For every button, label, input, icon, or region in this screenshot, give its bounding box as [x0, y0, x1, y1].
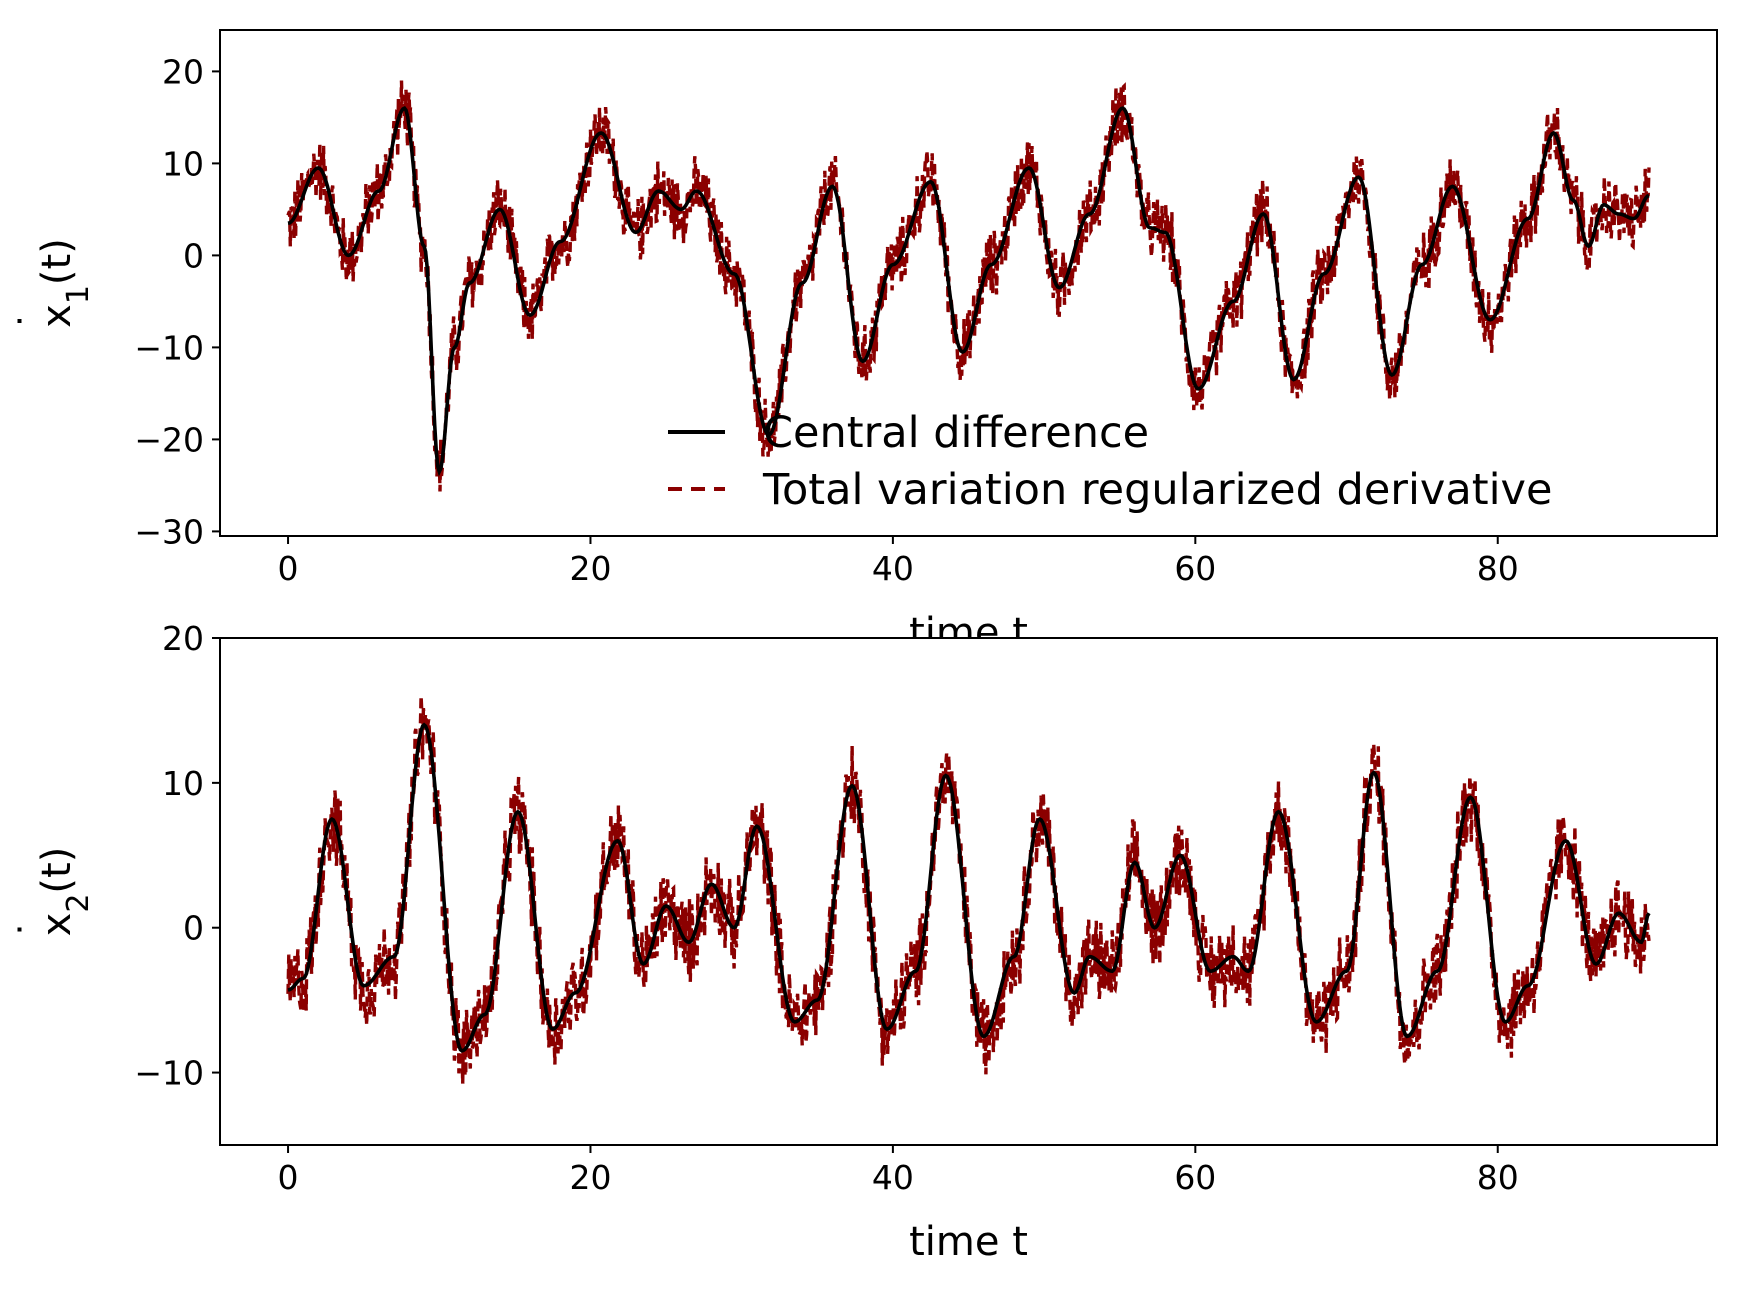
bottom-x-axis-label: time t — [909, 1219, 1028, 1265]
x-tick-label: 20 — [569, 1158, 611, 1197]
top-y-axis-label-base: x — [34, 304, 80, 328]
bottom-axes-frame — [219, 637, 1718, 1146]
y-tick-label: 20 — [162, 619, 204, 658]
x-tick-label: 60 — [1174, 1158, 1216, 1197]
bottom-axes-background — [220, 638, 1717, 1145]
x-tick-label: 20 — [569, 549, 611, 588]
x-tick-label: 80 — [1477, 549, 1519, 588]
top-axes-frame — [219, 29, 1718, 537]
y-tick-label: 10 — [162, 764, 204, 803]
y-tick-label: −30 — [134, 512, 204, 551]
x-tick-label: 60 — [1174, 549, 1216, 588]
top-axis-ticks: 0 20 40 60 80 −30 −20 −10 0 10 20 — [134, 52, 1518, 588]
x-tick-label: 0 — [278, 549, 299, 588]
series-central-difference — [287, 722, 1651, 1053]
y-tick-label: 10 — [162, 144, 204, 183]
bottom-plot-marks — [286, 695, 1651, 1084]
bottom-y-axis-label-sub: 2 — [61, 894, 96, 913]
x-tick-label: 40 — [872, 1158, 914, 1197]
y-tick-label: −10 — [134, 1054, 204, 1093]
x-tick-label: 80 — [1477, 1158, 1519, 1197]
legend-label-tv-derivative: Total variation regularized derivative — [762, 465, 1552, 515]
bottom-y-axis-label-base: x — [34, 913, 80, 937]
y-tick-label: 0 — [183, 909, 204, 948]
top-y-axis-label-sub: 1 — [61, 285, 96, 304]
bottom-y-axis-label: x2(t) — [34, 847, 96, 937]
top-y-axis-label-dot: ˙ — [12, 311, 58, 331]
bottom-y-axis-label-suffix: (t) — [34, 847, 80, 894]
bottom-axis-ticks: 0 20 40 60 80 −10 0 10 20 — [134, 619, 1518, 1197]
top-y-axis-label-suffix: (t) — [34, 238, 80, 285]
y-tick-label: 0 — [183, 236, 204, 275]
series-central-difference — [287, 105, 1650, 477]
y-tick-label: −20 — [134, 420, 204, 459]
legend-label-central-difference: Central difference — [763, 408, 1149, 458]
legend: Central difference Total variation regul… — [668, 408, 1552, 515]
top-y-axis-label: x1(t) — [34, 238, 96, 328]
top-plot-marks — [286, 80, 1651, 492]
bottom-y-axis-label-dot: ˙ — [12, 920, 58, 940]
x-tick-label: 0 — [278, 1158, 299, 1197]
x-tick-label: 40 — [872, 549, 914, 588]
bottom-panel: 0 20 40 60 80 −10 0 10 20 x2(t) ˙ time t — [12, 619, 1718, 1265]
y-tick-label: 20 — [162, 52, 204, 91]
y-tick-label: −10 — [134, 328, 204, 367]
